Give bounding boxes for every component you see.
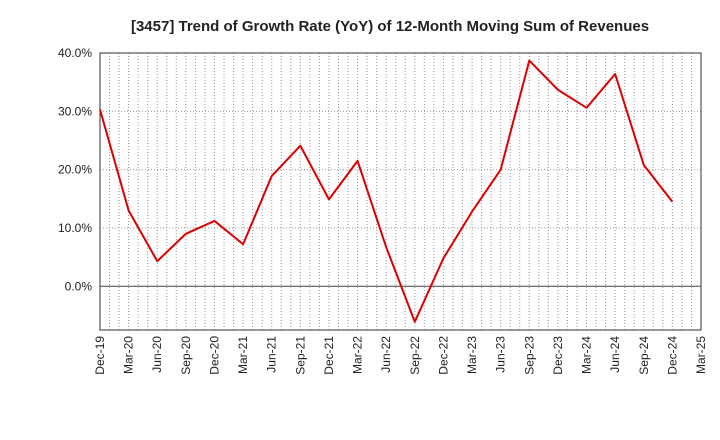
x-tick-label: Dec-24 [665,336,679,375]
x-tick-label: Mar-25 [694,336,708,374]
x-tick-label: Mar-23 [465,336,479,374]
x-tick-label: Jun-24 [608,336,622,373]
y-tick-label: 30.0% [58,104,92,118]
x-tick-label: Dec-19 [93,336,107,375]
y-tick-label: 10.0% [58,221,92,235]
x-tick-label: Jun-20 [150,336,164,373]
x-tick-label: Dec-20 [207,336,221,375]
x-tick-label: Sep-22 [408,336,422,375]
y-tick-label: 40.0% [58,46,92,60]
x-tick-label: Dec-23 [551,336,565,375]
x-tick-label: Sep-24 [637,336,651,375]
vertical-gridlines [109,53,692,330]
x-tick-label: Jun-21 [265,336,279,373]
x-tick-label: Sep-21 [293,336,307,375]
y-tick-label: 20.0% [58,163,92,177]
x-tick-label: Jun-23 [494,336,508,373]
x-tick-label: Jun-22 [379,336,393,373]
y-tick-label: 0.0% [65,279,93,293]
x-tick-label: Mar-24 [580,336,594,374]
y-axis-ticks: 40.0% 30.0% 20.0% 10.0% 0.0% [58,46,92,293]
x-tick-label: Mar-21 [236,336,250,374]
series-layer [99,59,674,323]
x-tick-label: Mar-22 [351,336,365,374]
series-line [99,59,674,323]
plot-area [100,53,701,330]
x-tick-label: Dec-22 [436,336,450,375]
x-tick-label: Sep-23 [522,336,536,375]
x-tick-label: Dec-21 [322,336,336,375]
chart-title: [3457] Trend of Growth Rate (YoY) of 12-… [131,18,649,35]
plot-border [99,52,702,331]
x-axis-ticks: Dec-19 Mar-20 Jun-20 Sep-20 Dec-20 Mar-21 Jun-… [93,336,708,375]
x-tick-label: Mar-20 [122,336,136,374]
x-tick-label: Sep-20 [179,336,193,375]
